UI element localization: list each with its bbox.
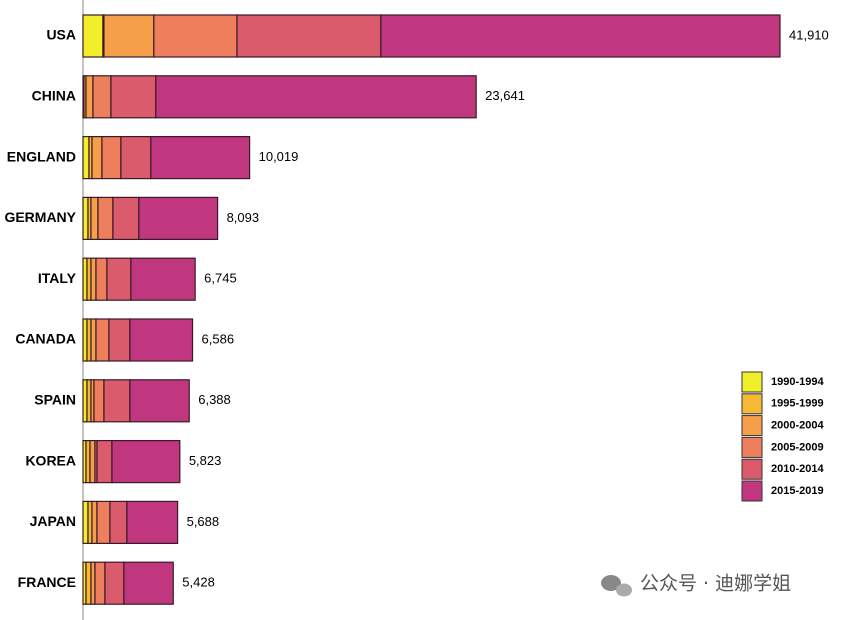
- legend-label: 2005-2009: [771, 441, 824, 453]
- bar-segment: [85, 561, 92, 605]
- bar-segment: [82, 14, 104, 58]
- legend-label: 1990-1994: [771, 376, 824, 388]
- legend-label: 1995-1999: [771, 398, 824, 410]
- legend-swatch: [741, 458, 763, 480]
- bar-segment: [120, 136, 152, 180]
- bar-segment: [103, 14, 155, 58]
- bar-segment: [123, 561, 174, 605]
- category-label: ENGLAND: [7, 148, 76, 164]
- category-label: CANADA: [15, 331, 76, 347]
- total-label: 41,910: [789, 27, 829, 42]
- total-label: 5,688: [187, 514, 220, 529]
- legend-label: 2015-2019: [771, 485, 824, 497]
- legend-swatch: [741, 415, 763, 437]
- bar-segment: [155, 75, 477, 119]
- bar-segment: [90, 257, 97, 301]
- watermark-icon: [601, 575, 632, 597]
- bar-segment: [94, 561, 106, 605]
- bar-segment: [111, 440, 181, 484]
- bar-segment: [96, 500, 111, 544]
- category-label: CHINA: [32, 88, 76, 104]
- bar-segment: [109, 500, 128, 544]
- bar-segment: [96, 440, 113, 484]
- category-label: GERMANY: [4, 209, 76, 225]
- legend-label: 2010-2014: [771, 463, 824, 475]
- total-label: 6,388: [198, 392, 231, 407]
- total-label: 10,019: [259, 149, 299, 164]
- bar-segment: [89, 440, 96, 484]
- bar-segment: [110, 75, 157, 119]
- bar-segment: [95, 318, 110, 362]
- category-label: SPAIN: [34, 392, 76, 408]
- bar-segment: [103, 379, 131, 423]
- total-label: 6,745: [204, 271, 237, 286]
- bar-segment: [82, 196, 89, 240]
- bar-segment: [90, 318, 97, 362]
- bar-segment: [153, 14, 238, 58]
- bar-segment: [90, 196, 99, 240]
- bar-segment: [106, 257, 132, 301]
- total-label: 23,641: [485, 88, 525, 103]
- category-label: USA: [46, 27, 76, 43]
- bar-segment: [82, 500, 89, 544]
- legend-swatch: [741, 436, 763, 458]
- bar-segment: [126, 500, 179, 544]
- bar-segment: [97, 196, 114, 240]
- bar-segment: [130, 257, 196, 301]
- bar-segment: [108, 318, 131, 362]
- bar-segment: [85, 75, 94, 119]
- bar-segment: [380, 14, 781, 58]
- bar-segment: [138, 196, 219, 240]
- category-label: JAPAN: [30, 513, 76, 529]
- watermark: 公众号 · 迪娜学姐: [640, 573, 791, 595]
- bar-segment: [91, 136, 103, 180]
- bar-segment: [236, 14, 382, 58]
- bar-segment: [92, 75, 112, 119]
- bar-segment: [104, 561, 125, 605]
- total-label: 5,823: [189, 453, 222, 468]
- bar-segment: [112, 196, 140, 240]
- bar-segment: [82, 136, 90, 180]
- total-label: 6,586: [202, 331, 235, 346]
- category-label: ITALY: [38, 270, 77, 286]
- bar-segment: [93, 379, 105, 423]
- category-label: FRANCE: [18, 574, 76, 590]
- legend-swatch: [741, 393, 763, 415]
- bar-segment: [150, 136, 251, 180]
- category-label: KOREA: [25, 452, 76, 468]
- bar-segment: [129, 318, 194, 362]
- bar-segment: [95, 257, 108, 301]
- legend-swatch: [741, 480, 763, 502]
- bar-segment: [91, 500, 98, 544]
- bar-segment: [129, 379, 190, 423]
- total-label: 5,428: [182, 575, 215, 590]
- legend-swatch: [741, 371, 763, 393]
- total-label: 8,093: [227, 210, 260, 225]
- bar-segment: [101, 136, 122, 180]
- legend-label: 2000-2004: [771, 420, 824, 432]
